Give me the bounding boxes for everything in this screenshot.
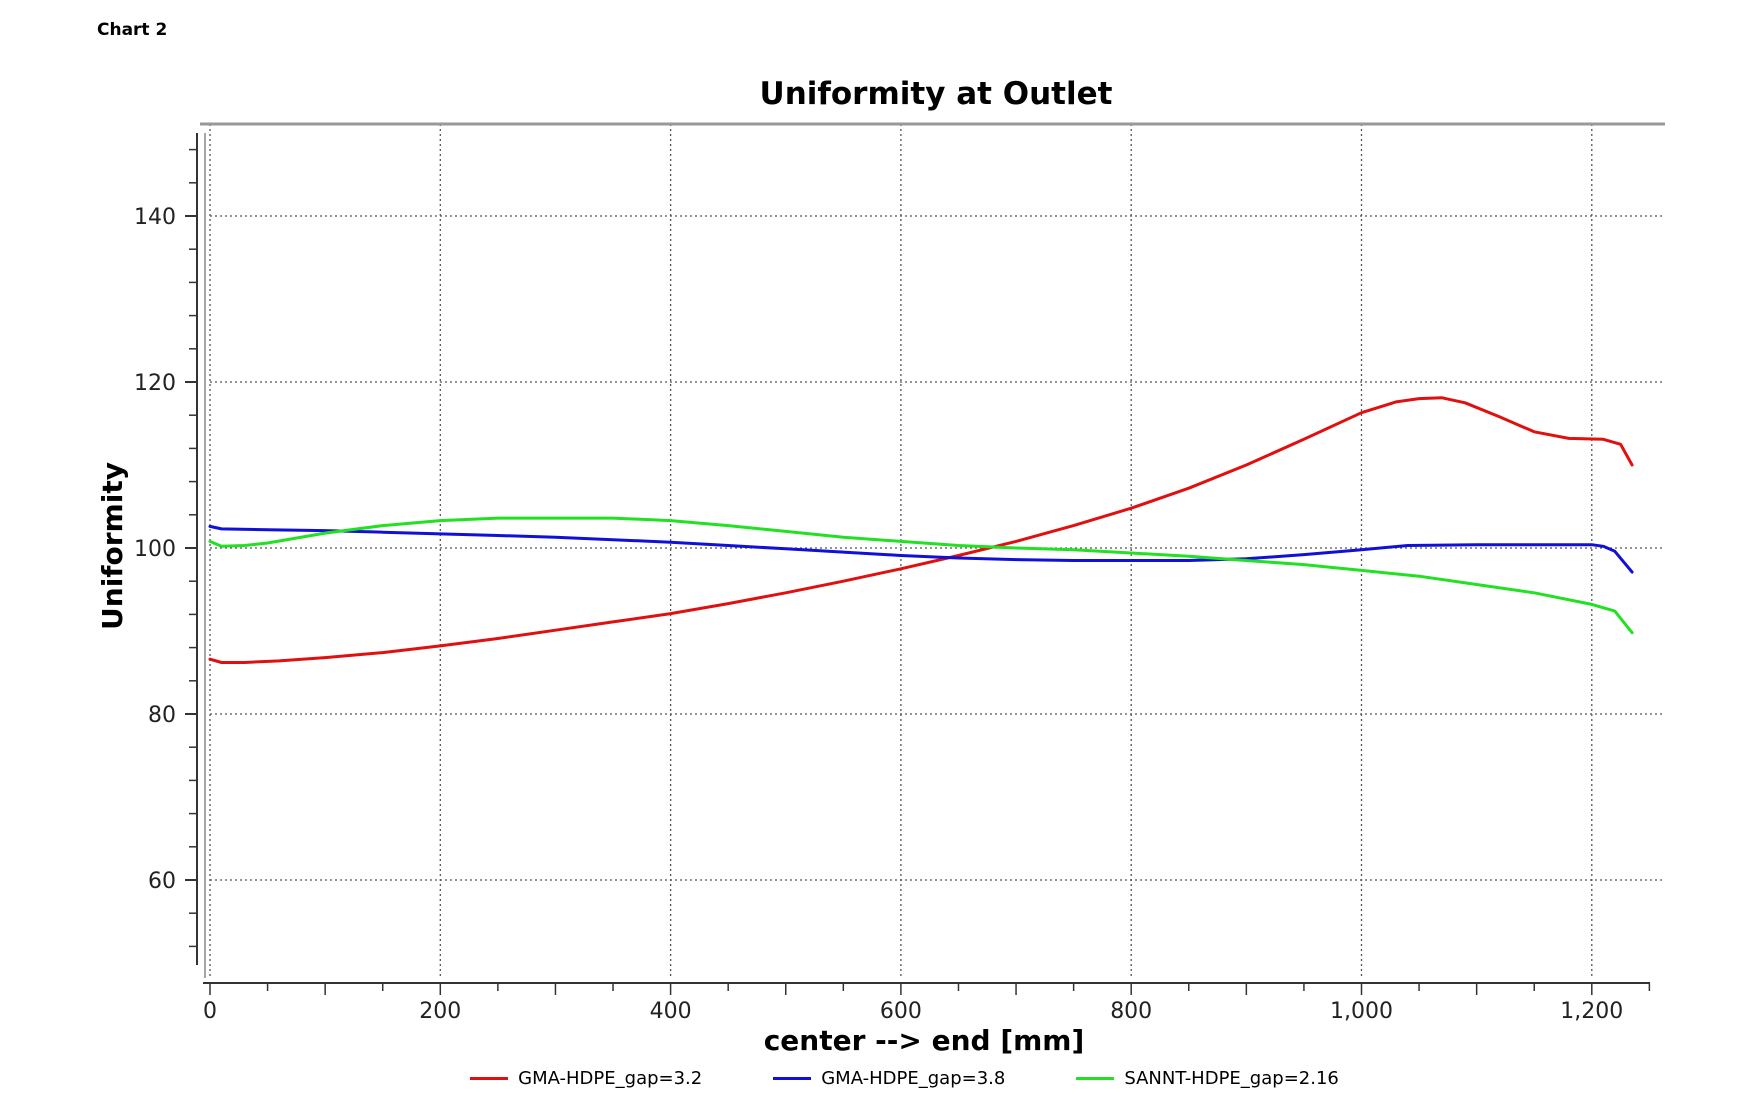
legend-label: GMA-HDPE_gap=3.8	[821, 1068, 1006, 1089]
y-tick-label: 100	[134, 537, 176, 562]
legend-swatch	[773, 1077, 812, 1080]
series-lines	[208, 396, 1634, 664]
legend-swatch	[470, 1077, 509, 1080]
legend-item-1: GMA-HDPE_gap=3.2	[470, 1068, 702, 1089]
legend-label: SANNT-HDPE_gap=2.16	[1124, 1068, 1339, 1089]
series-line-2	[208, 524, 1634, 574]
x-tick-label: 600	[880, 999, 922, 1024]
legend-item-3: SANNT-HDPE_gap=2.16	[1076, 1068, 1339, 1089]
y-tick-label: 120	[134, 371, 176, 396]
legend-label: GMA-HDPE_gap=3.2	[518, 1068, 703, 1089]
x-tick-label: 800	[1110, 999, 1152, 1024]
x-tick-label: 200	[419, 999, 461, 1024]
x-tick-label: 400	[650, 999, 692, 1024]
axes	[185, 122, 1665, 995]
chart-title: Uniformity at Outlet	[760, 76, 1113, 112]
chart-legend: GMA-HDPE_gap=3.2 GMA-HDPE_gap=3.8 SANNT-HD…	[0, 1068, 1764, 1089]
series-line-3	[208, 516, 1634, 635]
y-tick-label: 80	[148, 703, 176, 728]
grid	[209, 124, 1665, 978]
x-axis-label: center --> end [mm]	[764, 1024, 1085, 1057]
y-axis-label: Uniformity	[96, 462, 129, 630]
y-tick-label: 140	[134, 205, 176, 230]
x-tick-label: 1,200	[1560, 999, 1623, 1024]
page-label: Chart 2	[97, 20, 168, 40]
legend-swatch	[1076, 1077, 1115, 1080]
x-tick-label: 1,000	[1330, 999, 1393, 1024]
x-tick-label: 0	[203, 999, 217, 1024]
tick-labels: 0 200 400 600 800 1,000 1,200 60 80 100 120 140	[134, 205, 1623, 1024]
series-line-1	[208, 396, 1634, 664]
legend-item-2: GMA-HDPE_gap=3.8	[773, 1068, 1005, 1089]
y-tick-label: 60	[148, 869, 176, 894]
